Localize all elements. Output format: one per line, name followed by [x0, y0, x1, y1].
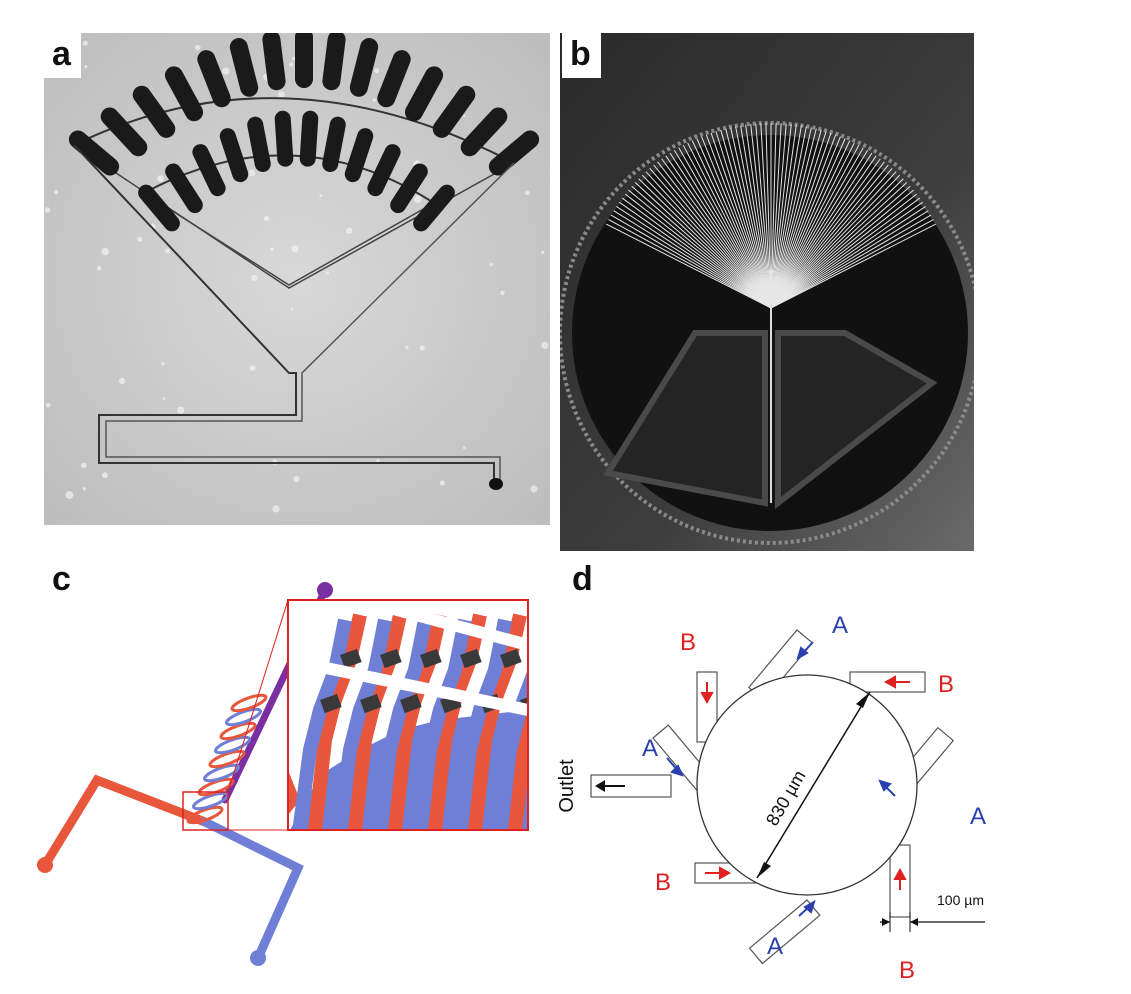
label-a-left: A	[642, 735, 658, 762]
red-inlet-port	[37, 857, 53, 873]
panel-a-photo	[44, 33, 550, 525]
panel-b-photo	[560, 33, 974, 551]
outlet-channel	[590, 774, 672, 798]
zoom-region-box	[182, 791, 229, 831]
panel-d-schematic: d 830 µm Outlet	[545, 560, 1131, 989]
blue-inlet-port	[250, 950, 266, 966]
inner-inlet-pegs	[138, 110, 455, 232]
panel-label-c: c	[52, 560, 71, 598]
label-b-top: B	[680, 629, 696, 656]
blue-inlet-channel	[200, 817, 304, 963]
panel-c-schematic: c	[0, 560, 560, 989]
fan-device-photo	[44, 33, 550, 525]
radial-channels	[605, 123, 937, 309]
label-a-top: A	[832, 612, 848, 639]
outer-inlet-pegs	[68, 33, 540, 176]
label-a-right: A	[970, 803, 986, 830]
mixing-chamber	[696, 674, 918, 896]
outlet-label: Outlet	[556, 759, 578, 813]
label-b-left: B	[655, 869, 671, 896]
outlet-port	[317, 582, 333, 598]
circular-chamber-schematic: 830 µm Outlet B B B B A A A	[556, 612, 986, 984]
panel-label-a: a	[44, 33, 81, 78]
panel-label-d: d	[572, 560, 593, 598]
red-inlet-channel	[40, 774, 210, 870]
channel-width-label: 100 µm	[937, 892, 984, 908]
panel-label-b: b	[562, 33, 601, 78]
label-b-right: B	[938, 671, 954, 698]
zoom-inset	[287, 599, 529, 831]
label-a-bottom: A	[767, 933, 783, 960]
inlet-a-bottom	[748, 899, 821, 965]
coil-mixer	[186, 693, 268, 825]
3d-channel-schematic	[37, 582, 529, 966]
radial-device-photo	[560, 33, 974, 551]
label-b-bottom: B	[899, 957, 915, 984]
